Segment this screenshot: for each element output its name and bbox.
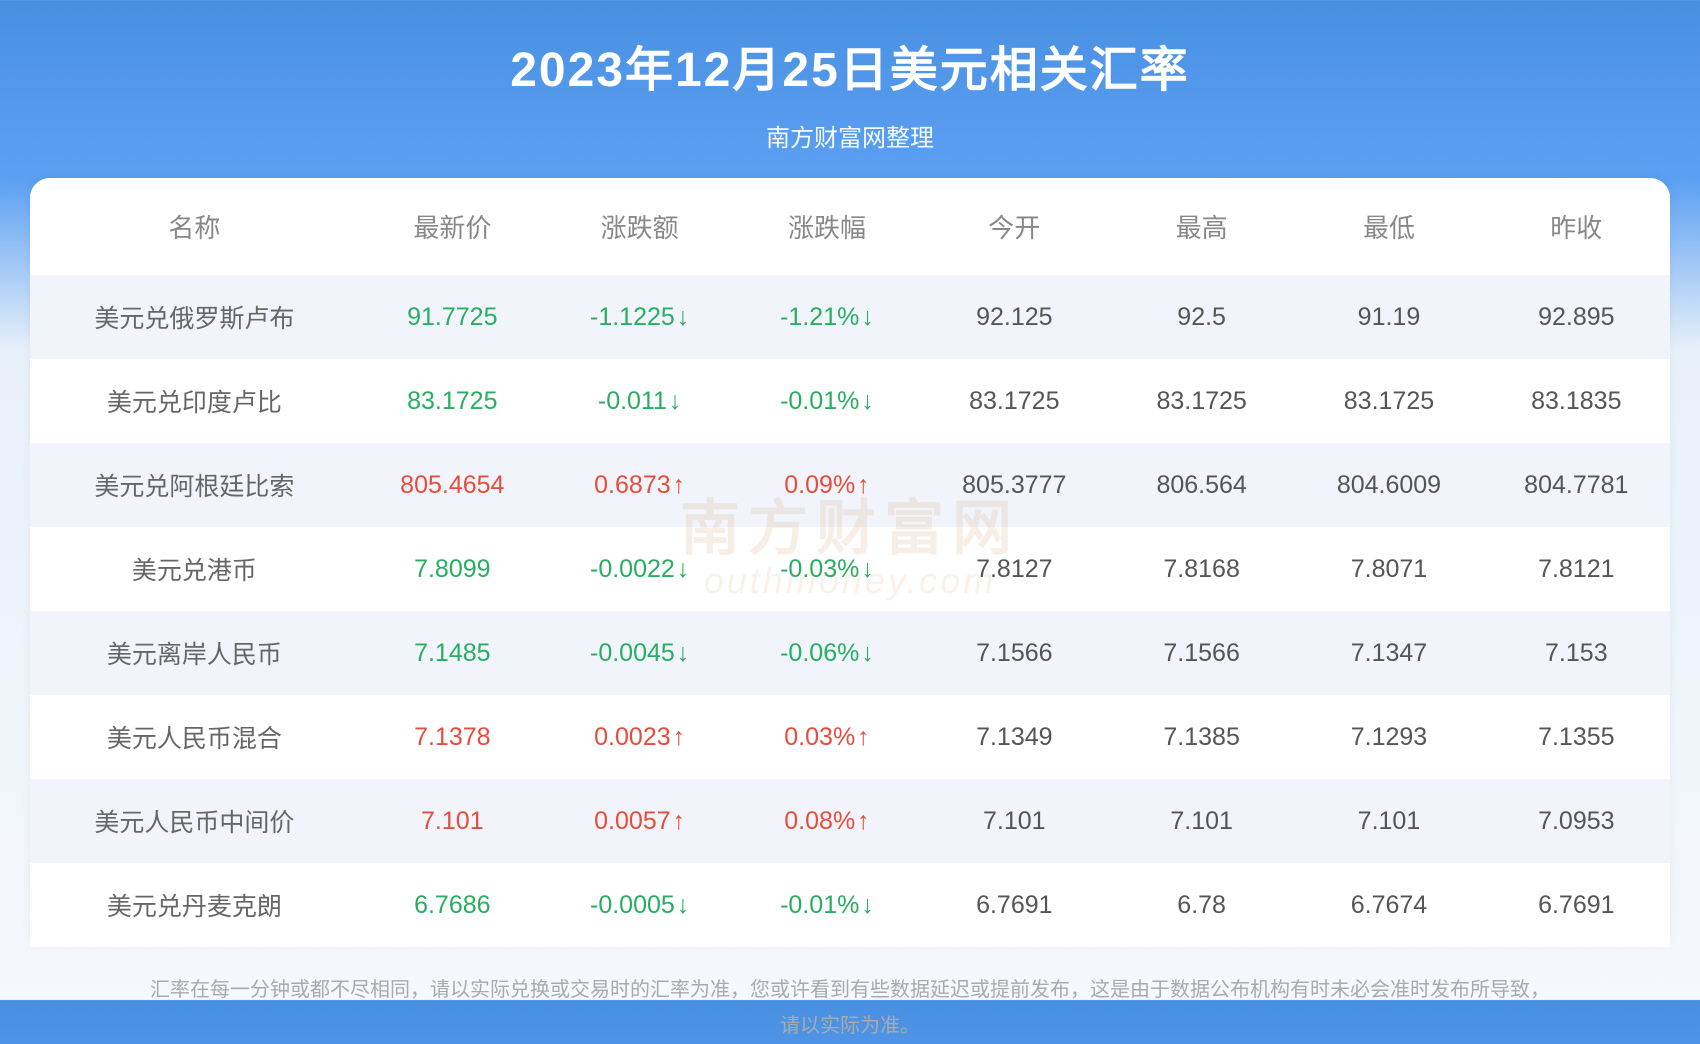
cell-high: 6.78 <box>1108 863 1295 947</box>
cell-open: 7.8127 <box>921 527 1108 611</box>
table-row: 美元兑港币7.8099-0.0022-0.03%7.81277.81687.80… <box>30 527 1670 611</box>
cell-name: 美元兑印度卢比 <box>30 359 359 443</box>
cell-price: 6.7686 <box>359 863 546 947</box>
cell-change: 0.0023 <box>546 695 733 779</box>
cell-high: 7.1385 <box>1108 695 1295 779</box>
cell-change: 0.6873 <box>546 443 733 527</box>
cell-pct: 0.08% <box>733 779 920 863</box>
footer-disclaimer: 汇率在每一分钟或都不尽相同，请以实际兑换或交易时的汇率为准，您或许看到有些数据延… <box>50 972 1650 1044</box>
cell-prev: 92.895 <box>1483 275 1670 359</box>
cell-high: 7.8168 <box>1108 527 1295 611</box>
cell-high: 7.1566 <box>1108 611 1295 695</box>
cell-name: 美元人民币混合 <box>30 695 359 779</box>
exchange-rate-table-container: 名称 最新价 涨跌额 涨跌幅 今开 最高 最低 昨收 美元兑俄罗斯卢布91.77… <box>30 178 1670 947</box>
cell-open: 7.101 <box>921 779 1108 863</box>
cell-change: -0.011 <box>546 359 733 443</box>
col-prev: 昨收 <box>1483 178 1670 275</box>
cell-price: 7.101 <box>359 779 546 863</box>
table-row: 美元人民币中间价7.1010.00570.08%7.1017.1017.1017… <box>30 779 1670 863</box>
cell-prev: 7.153 <box>1483 611 1670 695</box>
table-header-row: 名称 最新价 涨跌额 涨跌幅 今开 最高 最低 昨收 <box>30 178 1670 275</box>
cell-price: 91.7725 <box>359 275 546 359</box>
table-row: 美元人民币混合7.13780.00230.03%7.13497.13857.12… <box>30 695 1670 779</box>
footer-line2: 请以实际为准。 <box>780 1015 920 1037</box>
cell-low: 7.101 <box>1295 779 1482 863</box>
cell-name: 美元兑俄罗斯卢布 <box>30 275 359 359</box>
cell-open: 83.1725 <box>921 359 1108 443</box>
cell-price: 805.4654 <box>359 443 546 527</box>
cell-name: 美元人民币中间价 <box>30 779 359 863</box>
cell-high: 7.101 <box>1108 779 1295 863</box>
cell-open: 805.3777 <box>921 443 1108 527</box>
col-change: 涨跌额 <box>546 178 733 275</box>
cell-prev: 7.8121 <box>1483 527 1670 611</box>
cell-price: 7.8099 <box>359 527 546 611</box>
header: 2023年12月25日美元相关汇率 南方财富网整理 <box>0 0 1700 178</box>
cell-open: 7.1566 <box>921 611 1108 695</box>
cell-pct: -0.01% <box>733 359 920 443</box>
cell-name: 美元兑阿根廷比索 <box>30 443 359 527</box>
cell-pct: -1.21% <box>733 275 920 359</box>
cell-low: 804.6009 <box>1295 443 1482 527</box>
cell-price: 7.1485 <box>359 611 546 695</box>
cell-open: 6.7691 <box>921 863 1108 947</box>
col-name: 名称 <box>30 178 359 275</box>
cell-change: -0.0005 <box>546 863 733 947</box>
col-high: 最高 <box>1108 178 1295 275</box>
page-title: 2023年12月25日美元相关汇率 <box>0 30 1700 100</box>
page-subtitle: 南方财富网整理 <box>0 118 1700 153</box>
cell-prev: 6.7691 <box>1483 863 1670 947</box>
cell-low: 91.19 <box>1295 275 1482 359</box>
cell-open: 7.1349 <box>921 695 1108 779</box>
cell-low: 6.7674 <box>1295 863 1482 947</box>
cell-change: -0.0022 <box>546 527 733 611</box>
cell-pct: -0.03% <box>733 527 920 611</box>
table-row: 美元兑阿根廷比索805.46540.68730.09%805.3777806.5… <box>30 443 1670 527</box>
cell-high: 83.1725 <box>1108 359 1295 443</box>
cell-change: -1.1225 <box>546 275 733 359</box>
cell-pct: -0.01% <box>733 863 920 947</box>
cell-low: 7.1293 <box>1295 695 1482 779</box>
cell-high: 806.564 <box>1108 443 1295 527</box>
table-row: 美元离岸人民币7.1485-0.0045-0.06%7.15667.15667.… <box>30 611 1670 695</box>
cell-low: 7.8071 <box>1295 527 1482 611</box>
cell-name: 美元离岸人民币 <box>30 611 359 695</box>
cell-low: 83.1725 <box>1295 359 1482 443</box>
col-pct: 涨跌幅 <box>733 178 920 275</box>
cell-pct: 0.03% <box>733 695 920 779</box>
cell-change: 0.0057 <box>546 779 733 863</box>
table-row: 美元兑丹麦克朗6.7686-0.0005-0.01%6.76916.786.76… <box>30 863 1670 947</box>
col-low: 最低 <box>1295 178 1482 275</box>
col-open: 今开 <box>921 178 1108 275</box>
cell-high: 92.5 <box>1108 275 1295 359</box>
cell-pct: -0.06% <box>733 611 920 695</box>
cell-name: 美元兑丹麦克朗 <box>30 863 359 947</box>
cell-name: 美元兑港币 <box>30 527 359 611</box>
cell-pct: 0.09% <box>733 443 920 527</box>
exchange-rate-table: 名称 最新价 涨跌额 涨跌幅 今开 最高 最低 昨收 美元兑俄罗斯卢布91.77… <box>30 178 1670 947</box>
cell-low: 7.1347 <box>1295 611 1482 695</box>
cell-price: 83.1725 <box>359 359 546 443</box>
cell-price: 7.1378 <box>359 695 546 779</box>
col-price: 最新价 <box>359 178 546 275</box>
cell-change: -0.0045 <box>546 611 733 695</box>
table-row: 美元兑俄罗斯卢布91.7725-1.1225-1.21%92.12592.591… <box>30 275 1670 359</box>
cell-prev: 83.1835 <box>1483 359 1670 443</box>
cell-prev: 7.0953 <box>1483 779 1670 863</box>
cell-prev: 804.7781 <box>1483 443 1670 527</box>
table-row: 美元兑印度卢比83.1725-0.011-0.01%83.172583.1725… <box>30 359 1670 443</box>
footer-line1: 汇率在每一分钟或都不尽相同，请以实际兑换或交易时的汇率为准，您或许看到有些数据延… <box>150 979 1550 1001</box>
cell-prev: 7.1355 <box>1483 695 1670 779</box>
cell-open: 92.125 <box>921 275 1108 359</box>
